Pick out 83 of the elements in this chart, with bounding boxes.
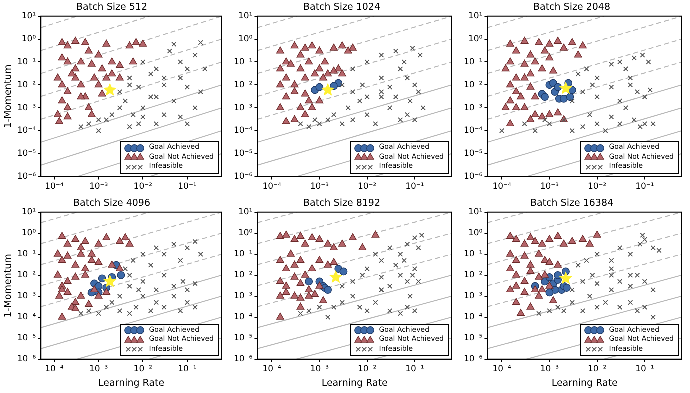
- x-tick-label: 10⁻⁴: [45, 364, 64, 375]
- y-tick-label: 10¹: [22, 208, 36, 218]
- y-tick-label: 10¹: [238, 208, 253, 218]
- x-tick-label: 10⁻⁴: [45, 182, 64, 192]
- y-tick-label: 10⁻³: [234, 292, 253, 302]
- y-tick-label: 10⁻⁶: [464, 354, 484, 365]
- y-tick-label: 10⁻⁵: [234, 334, 253, 344]
- y-tick-label: 10⁻⁶: [234, 354, 254, 365]
- x-tick-label: 10⁻⁴: [492, 364, 512, 375]
- chart-title: Batch Size 1024: [303, 2, 381, 14]
- x-tick-label: 10⁻¹: [636, 364, 654, 375]
- x-tick-label: 10⁻³: [310, 364, 330, 375]
- y-tick-label: 10⁰: [238, 228, 254, 239]
- y-tick-label: 10⁻²: [464, 80, 483, 90]
- x-tick-label: 10⁻¹: [406, 182, 424, 192]
- chart-title: Batch Size 8192: [303, 198, 381, 210]
- y-tick-label: 10⁻³: [17, 103, 36, 114]
- x-axis-title: Learning Rate: [98, 378, 165, 389]
- y-tick-label: 10⁰: [22, 34, 37, 45]
- y-tick-label: 10⁻⁶: [17, 354, 37, 365]
- y-tick-label: 10⁻¹: [464, 57, 483, 68]
- y-tick-label: 10⁻¹: [234, 250, 253, 260]
- y-tick-label: 10⁻²: [234, 80, 253, 90]
- chart-title: Batch Size 2048: [533, 2, 611, 14]
- x-axis-title: Learning Rate: [322, 378, 388, 389]
- y-tick-label: 10⁻³: [464, 292, 483, 302]
- y-tick-label: 10⁻⁵: [17, 334, 36, 344]
- y-tick-label: 10⁻³: [17, 292, 36, 302]
- y-tick-label: 10⁰: [468, 34, 484, 45]
- y-tick-label: 10⁻⁴: [17, 312, 37, 323]
- x-tick-label: 10⁻²: [134, 182, 153, 192]
- y-tick-label: 10¹: [468, 12, 483, 22]
- y-tick-label: 10⁻¹: [234, 57, 253, 68]
- x-tick-label: 10⁻²: [588, 182, 607, 192]
- y-tick-label: 10⁻⁶: [464, 172, 484, 182]
- y-tick-label: 10⁰: [22, 228, 37, 239]
- y-tick-label: 10⁻¹: [17, 57, 36, 68]
- y-tick-label: 10⁻²: [464, 270, 483, 281]
- y-tick-label: 10¹: [238, 12, 253, 22]
- x-tick-label: 10⁻²: [134, 364, 153, 375]
- x-tick-label: 10⁻¹: [636, 182, 654, 192]
- x-tick-label: 10⁻¹: [178, 364, 197, 375]
- x-tick-label: 10⁻⁴: [262, 364, 282, 375]
- x-tick-label: 10⁻⁴: [262, 182, 282, 192]
- chart-title: Batch Size 512: [76, 2, 148, 14]
- x-tick-label: 10⁻⁴: [492, 182, 512, 192]
- x-tick-label: 10⁻³: [540, 182, 560, 192]
- y-tick-label: 10⁻¹: [17, 250, 36, 260]
- x-tick-label: 10⁻³: [89, 182, 108, 192]
- y-tick-label: 10⁻¹: [464, 250, 483, 260]
- x-tick-label: 10⁻²: [358, 182, 377, 192]
- x-tick-label: 10⁻²: [358, 364, 377, 375]
- x-tick-label: 10⁻³: [310, 182, 330, 192]
- y-tick-label: 10⁻⁵: [464, 149, 483, 160]
- chart-title: Batch Size 16384: [530, 198, 614, 210]
- y-tick-label: 10¹: [22, 12, 36, 22]
- y-tick-label: 10⁻³: [234, 103, 253, 114]
- y-axis-title: 1-Momentum: [3, 64, 14, 128]
- x-tick-label: 10⁻¹: [178, 182, 197, 192]
- x-tick-label: 10⁻³: [89, 364, 108, 375]
- y-tick-label: 10⁻⁵: [464, 334, 483, 344]
- y-axis-title: 1-Momentum: [3, 254, 14, 318]
- y-tick-label: 10⁻⁴: [464, 312, 484, 323]
- y-tick-label: 10⁻⁴: [464, 126, 484, 136]
- y-tick-label: 10⁻⁶: [234, 172, 254, 182]
- y-tick-label: 10⁻⁴: [234, 312, 254, 323]
- x-tick-label: 10⁻³: [540, 364, 560, 375]
- y-tick-label: 10⁻⁴: [17, 126, 37, 136]
- y-tick-label: 10⁰: [238, 34, 254, 45]
- x-axis-title: Learning Rate: [552, 378, 618, 389]
- y-tick-label: 10⁻³: [464, 103, 483, 114]
- y-tick-label: 10⁻²: [234, 270, 253, 281]
- x-tick-label: 10⁻²: [588, 364, 607, 375]
- y-tick-label: 10⁻²: [17, 80, 36, 90]
- y-tick-label: 10¹: [468, 208, 483, 218]
- y-tick-label: 10⁻⁴: [234, 126, 254, 136]
- y-tick-label: 10⁻⁵: [234, 149, 253, 160]
- y-tick-label: 10⁻⁵: [17, 149, 36, 160]
- chart-title: Batch Size 4096: [73, 198, 151, 210]
- x-tick-label: 10⁻¹: [406, 364, 424, 375]
- y-tick-label: 10⁻²: [17, 270, 36, 281]
- y-tick-label: 10⁰: [468, 228, 484, 239]
- y-tick-label: 10⁻⁶: [17, 172, 37, 182]
